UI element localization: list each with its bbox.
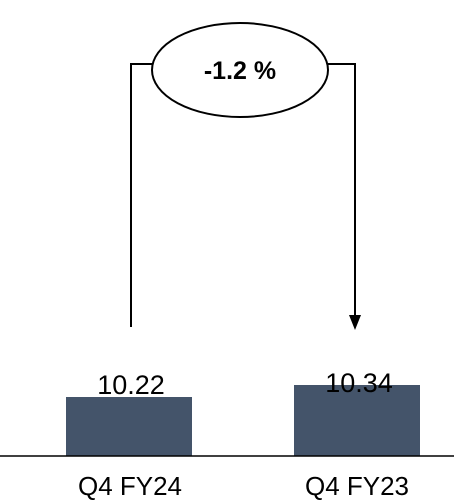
change-ellipse	[151, 22, 329, 118]
arrow-head-icon	[349, 315, 361, 330]
bar-q4-fy23	[294, 385, 420, 456]
value-label-q4-fy24: 10.22	[97, 370, 165, 400]
tick-label-q4-fy23: Q4 FY23	[305, 471, 409, 501]
change-annotation-label: -1.2 %	[204, 57, 276, 85]
bracket-left-line	[130, 63, 155, 327]
value-label-q4-fy23: 10.34	[325, 368, 393, 398]
bracket-right-line	[325, 63, 356, 316]
bar-q4-fy24	[66, 397, 192, 456]
tick-label-q4-fy24: Q4 FY24	[78, 471, 182, 501]
